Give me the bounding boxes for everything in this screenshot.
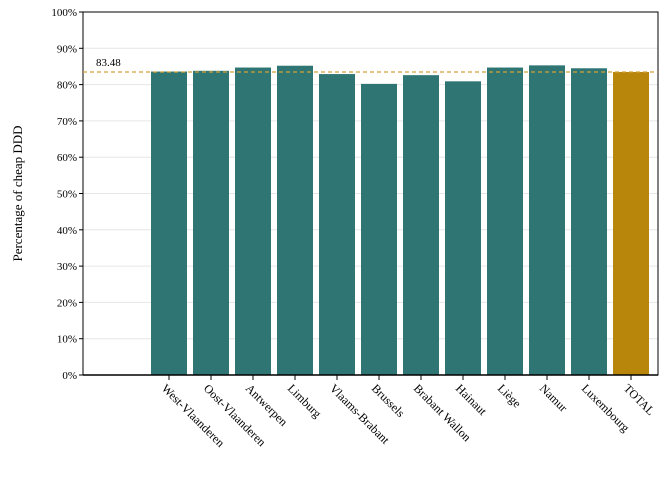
bar-west-vlaanderen [151,71,187,376]
y-tick-label: 90% [57,43,77,55]
x-tick-label: TOTAL [621,381,658,418]
bar-brussels [361,83,397,376]
y-tick-label: 50% [57,189,77,201]
y-tick-label: 100% [51,7,77,19]
bar-brabant-wallon [403,75,439,376]
x-tick-label: Hainaut [453,381,490,418]
y-tick-label: 30% [57,261,77,273]
x-tick-label: Brussels [369,381,408,420]
bar-hainaut [445,81,481,375]
bar-vlaams-brabant [319,74,355,375]
bar-luxembourg [571,68,607,375]
x-tick-label: Liège [495,381,524,410]
bar-oost-vlaanderen [193,70,229,375]
y-axis-ticks: 0% 10% 20% 30% 40% 50% 60% 70% 80% 90% 100% [51,7,83,382]
bar-li-ge [487,67,523,375]
bars [151,65,649,376]
reference-line-label: 83.48 [96,57,121,69]
bar-antwerpen [235,67,271,375]
x-tick-label: Namur [537,381,570,414]
y-tick-label: 40% [57,225,77,237]
y-tick-label: 20% [57,297,77,309]
y-tick-label: 0% [62,370,77,382]
bar-total [613,71,649,376]
x-tick-label: Limburg [285,381,324,420]
y-tick-label: 10% [57,334,77,346]
reference-line-group: 83.48 [83,57,658,73]
y-tick-label: 80% [57,80,77,92]
y-tick-label: 70% [57,116,77,128]
x-axis-ticks: West-VlaanderenOost-VlaanderenAntwerpenL… [159,375,658,450]
bar-limburg [277,65,313,375]
y-tick-label: 60% [57,152,77,164]
y-axis-label: Percentage of cheap DDD [10,125,25,261]
bar-namur [529,65,565,376]
